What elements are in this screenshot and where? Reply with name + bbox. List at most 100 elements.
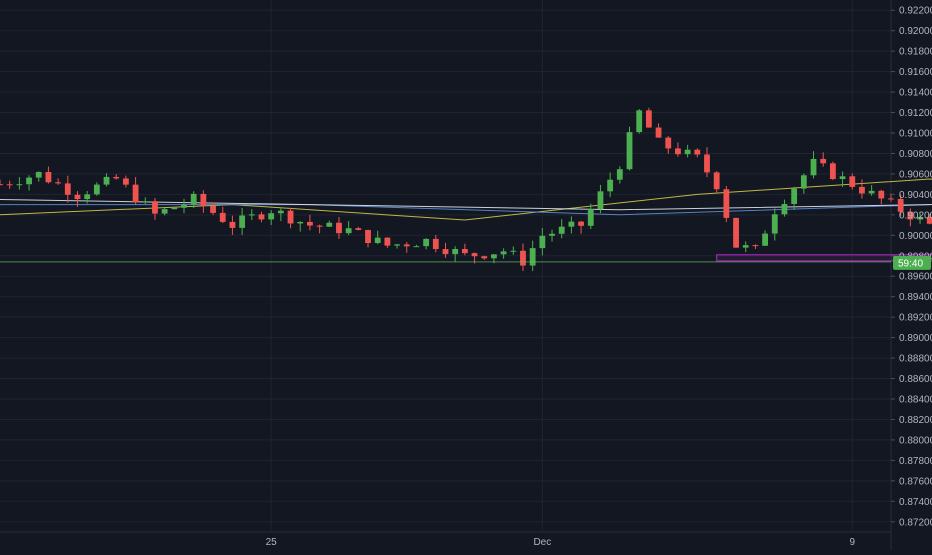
candle-body — [55, 182, 62, 184]
candle-body — [122, 178, 129, 185]
candle-body — [868, 190, 875, 194]
candle-body — [190, 193, 197, 205]
moving-average-line — [0, 204, 932, 216]
candle-body — [733, 217, 739, 248]
candle-body — [926, 216, 932, 224]
candle-body — [781, 204, 788, 215]
price-tick-label: 0.90600 — [899, 169, 932, 180]
price-tick-label: 0.89400 — [899, 292, 932, 303]
candle-body — [316, 225, 323, 227]
candle-body — [442, 249, 449, 255]
price-badge-label: 59:40 — [898, 258, 923, 269]
candle-body — [16, 184, 23, 186]
candle-body — [723, 189, 730, 218]
candle-body — [481, 256, 488, 259]
candle-body — [762, 233, 769, 246]
price-tick-label: 0.91000 — [899, 129, 932, 140]
candle-body — [568, 221, 575, 227]
candle-body — [897, 198, 904, 212]
candle-body — [326, 222, 333, 227]
price-tick-label: 0.91200 — [899, 108, 932, 119]
price-tick-label: 0.91400 — [899, 88, 932, 99]
candle-body — [210, 205, 216, 213]
moving-average-line — [0, 178, 932, 221]
candle-body — [229, 221, 236, 228]
moving-averages — [0, 178, 932, 221]
candle-body — [529, 248, 536, 266]
candle-body — [820, 158, 827, 164]
candle-body — [93, 184, 100, 195]
candle-body — [248, 214, 255, 216]
candle-body — [452, 249, 459, 255]
candle-body — [0, 184, 3, 186]
price-tick-label: 0.91800 — [899, 47, 932, 58]
candle-body — [849, 176, 856, 187]
price-badge — [893, 255, 931, 270]
price-tick-label: 0.88200 — [899, 415, 932, 426]
candle-body — [713, 172, 720, 190]
support-zone-layer — [716, 254, 932, 262]
candle-body — [549, 233, 555, 236]
candle-body — [239, 215, 246, 228]
candle-body — [616, 169, 623, 180]
price-tick-label: 0.88000 — [899, 435, 932, 446]
candle-body — [413, 246, 420, 248]
candle-body — [704, 154, 710, 173]
candle-body — [917, 216, 923, 220]
price-tick-label: 0.88400 — [899, 395, 932, 406]
candle-body — [374, 237, 381, 243]
price-tick-label: 0.87200 — [899, 517, 932, 528]
date-tick-label: Dec — [533, 537, 551, 548]
candle-body — [26, 177, 32, 185]
candle-body — [297, 221, 304, 224]
candle-body — [258, 214, 265, 220]
candle-body — [423, 238, 430, 247]
candle-body — [829, 163, 836, 180]
candle-body — [752, 245, 759, 247]
candle-body — [74, 194, 81, 200]
candle-body — [878, 190, 885, 199]
candle-body — [219, 212, 226, 222]
candle-body — [684, 149, 691, 155]
candle-body — [636, 110, 643, 133]
candle-body — [45, 171, 52, 183]
candle-body — [384, 237, 391, 246]
candle-body — [287, 210, 294, 224]
candle-body — [35, 171, 42, 178]
candle-body — [587, 209, 594, 226]
candle-body — [665, 137, 672, 149]
candle-body — [113, 176, 120, 179]
candle-body — [578, 221, 584, 226]
candle-body — [491, 254, 497, 259]
date-tick-label: 25 — [266, 537, 278, 548]
candle-body — [810, 158, 817, 176]
price-tick-label: 0.88600 — [899, 374, 932, 385]
candle-body — [539, 235, 546, 249]
price-axis: 0.92200 0.92000 0.91800 0.91600 0.91400 0.912… — [891, 6, 932, 528]
candle-body — [277, 210, 284, 214]
candle-body — [771, 214, 778, 234]
candle-body — [268, 213, 275, 220]
candle-body — [907, 211, 914, 220]
candle-body — [626, 132, 633, 170]
candle-body — [142, 201, 149, 203]
support-zone[interactable] — [716, 254, 932, 262]
candle-body — [152, 201, 158, 214]
price-badge-layer: 59:40 — [893, 255, 931, 270]
candle-body — [597, 191, 604, 210]
price-tick-label: 0.87400 — [899, 497, 932, 508]
date-tick-label: 9 — [849, 537, 855, 548]
candle-body — [394, 244, 400, 246]
candle-body — [607, 179, 614, 192]
candle-body — [432, 238, 439, 250]
candle-body — [510, 250, 517, 252]
price-tick-label: 0.90000 — [899, 231, 932, 242]
candle-body — [859, 186, 865, 194]
price-tick-label: 0.89000 — [899, 333, 932, 344]
candle-body — [471, 253, 478, 257]
candle-body — [345, 228, 352, 234]
price-tick-label: 0.92200 — [899, 6, 932, 17]
candle-body — [200, 193, 207, 206]
